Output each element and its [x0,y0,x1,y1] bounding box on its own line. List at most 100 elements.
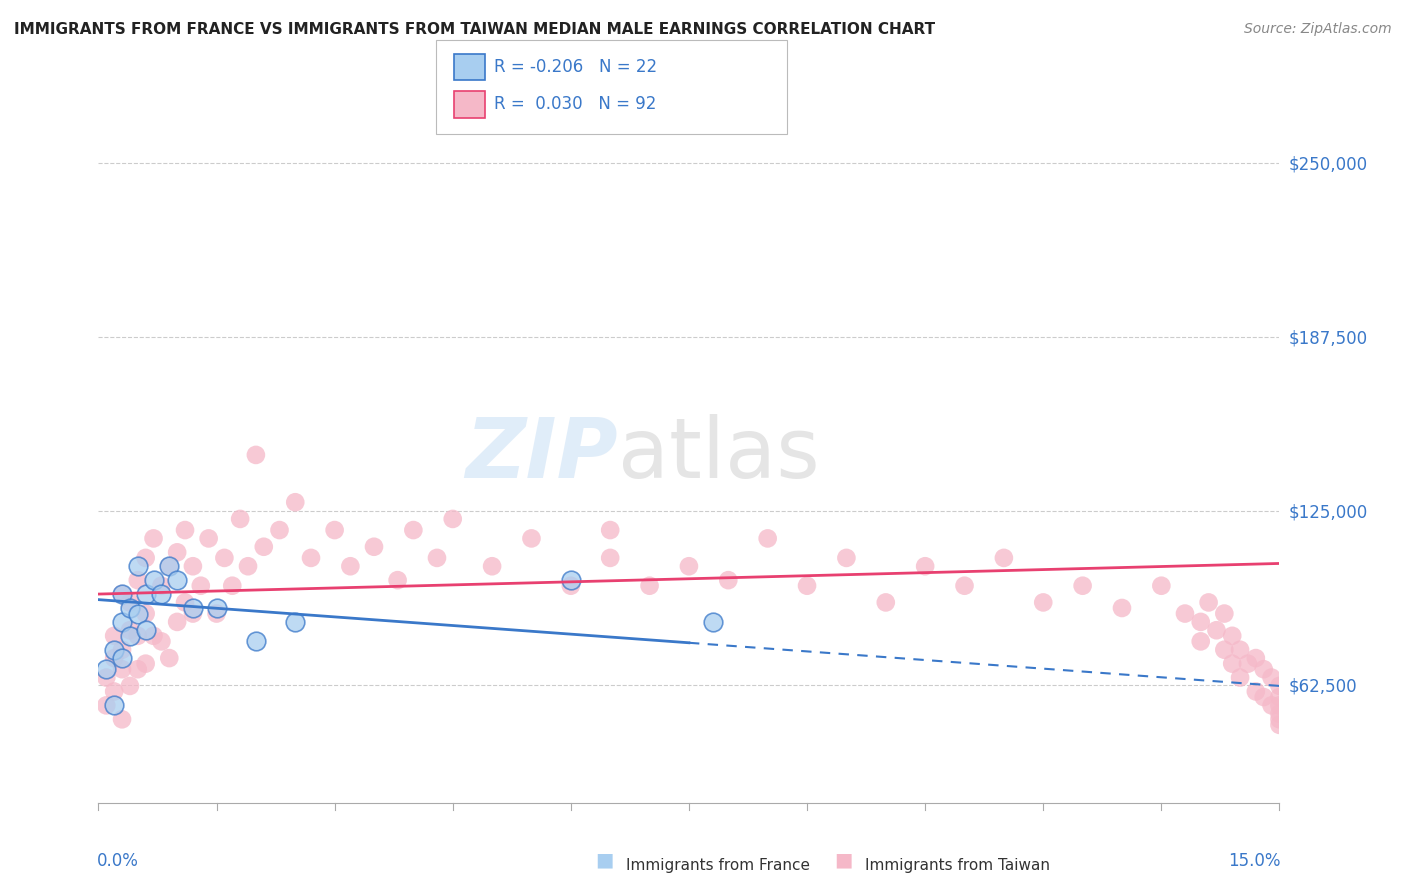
Text: R =  0.030   N = 92: R = 0.030 N = 92 [494,95,655,113]
Text: atlas: atlas [619,415,820,495]
Point [127,662,149,676]
Point [1213,607,1236,621]
Point [599,550,621,565]
Point [127,559,149,574]
Point [520,532,543,546]
Point [1268,690,1291,704]
Point [875,595,897,609]
Point [1237,657,1260,671]
Point [118,679,141,693]
Point [284,615,307,629]
Point [135,624,157,638]
Point [1174,607,1197,621]
Point [678,559,700,574]
Point [1189,634,1212,648]
Point [111,587,134,601]
Point [150,587,173,601]
Point [197,532,219,546]
Point [269,523,291,537]
Point [1150,579,1173,593]
Point [127,629,149,643]
Text: ZIP: ZIP [465,415,619,495]
Point [221,579,243,593]
Point [1198,595,1220,609]
Point [1071,579,1094,593]
Point [118,595,141,609]
Text: ■: ■ [595,850,614,869]
Point [481,559,503,574]
Text: Source: ZipAtlas.com: Source: ZipAtlas.com [1244,22,1392,37]
Point [118,601,141,615]
Point [1260,698,1282,713]
Point [339,559,361,574]
Point [135,587,157,601]
Point [118,624,141,638]
Point [190,579,212,593]
Point [157,559,180,574]
Point [426,550,449,565]
Point [441,512,464,526]
Point [1268,718,1291,732]
Point [103,698,125,713]
Text: R = -0.206   N = 22: R = -0.206 N = 22 [494,58,657,76]
Point [638,579,661,593]
Point [835,550,858,565]
Text: 15.0%: 15.0% [1229,852,1281,870]
Point [103,629,125,643]
Point [1220,657,1243,671]
Point [1111,601,1133,615]
Point [205,601,228,615]
Point [1244,651,1267,665]
Point [387,573,409,587]
Text: Immigrants from Taiwan: Immigrants from Taiwan [865,858,1050,872]
Point [205,607,228,621]
Point [1189,615,1212,629]
Point [560,573,582,587]
Point [142,629,165,643]
Point [96,671,118,685]
Point [174,523,197,537]
Point [135,657,157,671]
Point [1268,712,1291,726]
Point [363,540,385,554]
Point [323,523,346,537]
Point [142,573,165,587]
Point [96,698,118,713]
Point [181,559,204,574]
Point [1205,624,1227,638]
Point [717,573,740,587]
Point [993,550,1015,565]
Point [127,573,149,587]
Point [1229,642,1251,657]
Point [953,579,976,593]
Point [127,607,149,621]
Point [1253,662,1275,676]
Point [174,595,197,609]
Point [1032,595,1054,609]
Point [1244,684,1267,698]
Point [96,662,118,676]
Point [181,607,204,621]
Point [560,579,582,593]
Point [150,579,173,593]
Point [111,587,134,601]
Point [236,559,259,574]
Text: ■: ■ [834,850,853,869]
Point [166,573,188,587]
Text: Immigrants from France: Immigrants from France [626,858,810,872]
Point [914,559,936,574]
Point [1229,671,1251,685]
Point [111,642,134,657]
Point [111,615,134,629]
Point [166,545,188,559]
Point [150,634,173,648]
Text: IMMIGRANTS FROM FRANCE VS IMMIGRANTS FROM TAIWAN MEDIAN MALE EARNINGS CORRELATIO: IMMIGRANTS FROM FRANCE VS IMMIGRANTS FRO… [14,22,935,37]
Point [1213,642,1236,657]
Point [229,512,252,526]
Point [1268,679,1291,693]
Point [299,550,322,565]
Point [253,540,276,554]
Point [111,662,134,676]
Point [702,615,724,629]
Point [111,712,134,726]
